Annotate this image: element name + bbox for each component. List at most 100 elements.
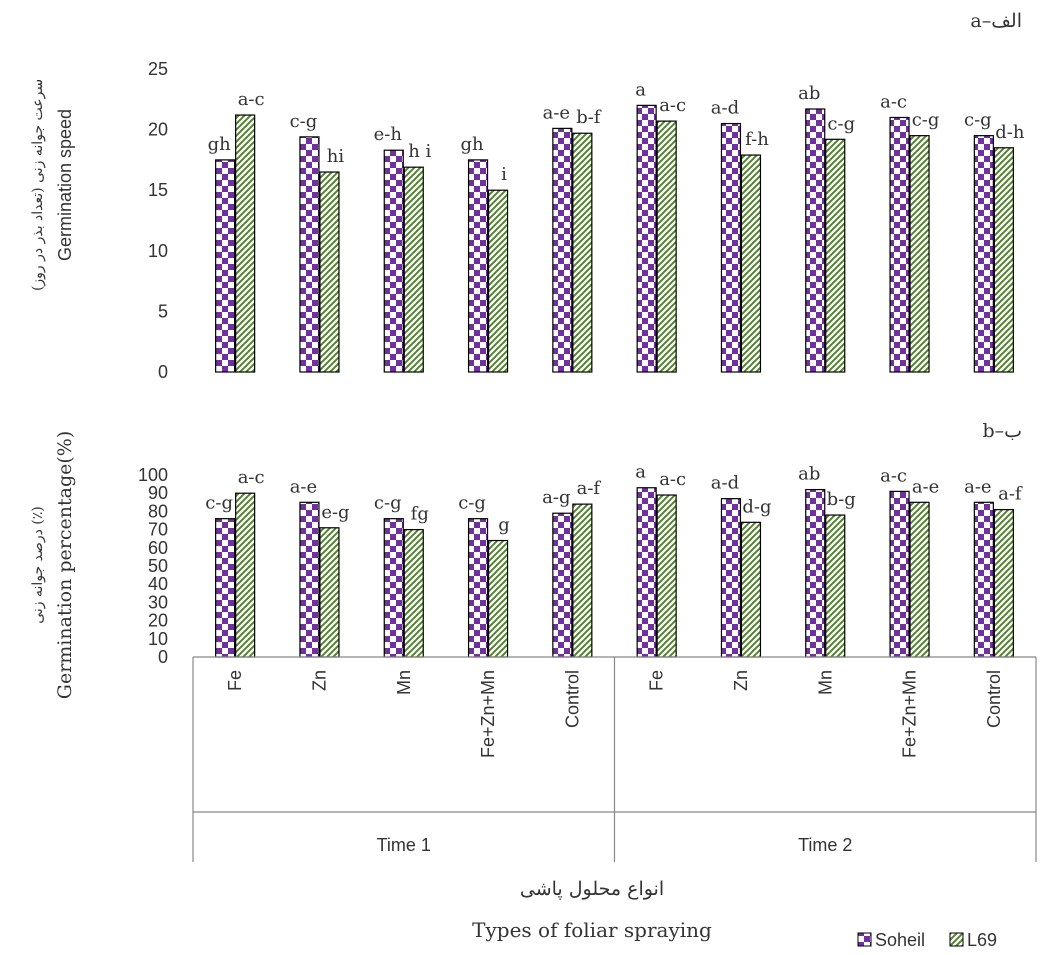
panel-b-ytick-label: 100 [138, 465, 168, 485]
panel-b-significance-letter: g [498, 515, 510, 536]
x-tick-label: Mn [394, 670, 414, 695]
panel-a-ytick-label: 15 [148, 180, 168, 200]
panel-a-significance-letter: f-h [745, 129, 769, 150]
panel-b-bar-l69 [656, 494, 677, 658]
panel-a-significance-letter: e-h [374, 124, 403, 145]
panel-b-bar-soheil [636, 487, 657, 658]
panel-b-ytick-label: 0 [158, 647, 168, 667]
panel-a-bar-l69 [235, 114, 256, 373]
panel-b-bar-l69 [993, 508, 1014, 658]
panel-a-bar-soheil [299, 136, 320, 373]
panel-a-bar-l69 [909, 135, 930, 373]
panel-b-significance-letter: c-g [205, 493, 233, 514]
panel-a-bar-l69 [825, 138, 846, 373]
panel-a-bar-soheil [973, 135, 994, 373]
panel-b-significance-letter: a-e [964, 476, 991, 497]
panel-b-ylabel-fa: درصد جوانه زنی (٪) [30, 506, 46, 624]
panel-a-significance-letter: c-g [827, 113, 855, 134]
panel-b-bar-l69 [487, 539, 509, 658]
panel-a-bar-soheil [383, 149, 404, 373]
x-group-label: Time 2 [798, 835, 852, 855]
x-tick-label: Mn [815, 670, 835, 695]
panel-a-bar-l69 [403, 166, 424, 373]
panel-a-significance-letter: c-g [964, 110, 992, 131]
panel-b-bar-soheil [889, 490, 910, 658]
panel-a-ytick-label: 25 [148, 59, 168, 79]
panel-b-significance-letter: a-f [577, 478, 602, 499]
panel-a-ytick-label: 5 [158, 301, 168, 321]
panel-a-ytick-label: 10 [148, 241, 168, 261]
panel-a-bar-soheil [215, 159, 236, 373]
panel-a-bar-soheil [467, 159, 489, 373]
panel-a-significance-letter: a-c [659, 95, 686, 116]
panel-b-bar-l69 [319, 527, 340, 658]
panel-b-significance-letter: c-g [374, 493, 402, 514]
legend-swatch-l69 [949, 932, 964, 947]
xlabel-fa: انواع محلول پاشی [520, 878, 664, 900]
panel-b-ylabel-en: Germination percentage(%) [54, 431, 76, 699]
panel-b-significance-letter: b-g [827, 489, 856, 510]
xlabel-en: Types of foliar spraying [472, 918, 712, 942]
panel-a-significance-letter: hi [327, 146, 345, 167]
panel-b-bar-soheil [467, 518, 489, 658]
panel-a-significance-letter: i [501, 164, 507, 185]
panel-b-bar-soheil [973, 501, 994, 658]
panel-a-ylabel-en: Germination speed [55, 109, 75, 261]
panel-b-significance-letter: d-g [742, 496, 771, 517]
x-tick-label: Zn [731, 670, 751, 691]
panel-b-bar-l69 [740, 521, 762, 658]
panel-a-significance-letter: gh [460, 134, 484, 155]
panel-a-bar-l69 [740, 154, 762, 373]
panel-a-bar-l69 [656, 120, 677, 373]
panel-a-significance-letter: h i [408, 141, 431, 162]
panel-b-significance-letter: a-e [912, 476, 939, 497]
panel-a-significance-letter: a-e [543, 102, 570, 123]
panel-b-ytick-label: 80 [148, 501, 168, 521]
panel-b-bar-soheil [299, 501, 320, 658]
panel-a-label: a–الف [970, 10, 1022, 32]
panel-b-bar-soheil [383, 518, 404, 658]
panel-b-significance-letter: ab [798, 464, 820, 485]
panel-b-significance-letter: a-e [290, 476, 317, 497]
panel-a-bar-l69 [572, 132, 593, 373]
panel-b-significance-letter: e-g [321, 502, 349, 523]
panel-b-bar-l69 [403, 528, 424, 658]
x-tick-label: Fe+Zn+Mn [900, 670, 920, 758]
panel-b-ytick-label: 20 [148, 611, 168, 631]
x-tick-label: Zn [309, 670, 329, 691]
x-axis: Fe Zn Mn Fe+Zn+Mn Control Fe Zn Mn Fe+Zn+Mn Contr… [192, 656, 1037, 862]
panel-b-significance-letter: a-c [659, 469, 686, 490]
panel-a-significance-letter: c-g [290, 111, 318, 132]
panel-b-bar-l69 [572, 503, 593, 658]
panel-b-bar-soheil [552, 512, 573, 658]
panel-b-bar-l69 [825, 514, 846, 658]
panel-a-significance-letter: gh [208, 134, 232, 155]
panel-a-bar-soheil [805, 108, 826, 373]
x-tick-label: Control [562, 670, 582, 728]
panel-b-label: b–ب [982, 420, 1022, 442]
panel-b-bar-soheil [805, 488, 826, 658]
panel-b-ytick-label: 90 [148, 483, 168, 503]
panel-b-significance-letter: a-c [880, 465, 907, 486]
panel-b-bar-l69 [909, 501, 930, 658]
panel-b-significance-letter: fg [411, 504, 429, 525]
legend: Soheil L69 [857, 930, 997, 950]
panel-a-bar-l69 [319, 171, 340, 373]
panel-a-bar-soheil [720, 122, 742, 373]
panel-b-significance-letter: a [635, 462, 646, 483]
panel-a-bar-soheil [552, 127, 573, 373]
panel-a-bar-soheil [889, 116, 910, 373]
panel-a-ytick-label: 20 [148, 120, 168, 140]
panel-a-bar-l69 [487, 189, 509, 373]
legend-swatch-soheil [857, 932, 872, 947]
panel-a-significance-letter: a-d [711, 98, 739, 119]
panel-a-significance-letter: d-h [995, 122, 1025, 143]
panel-b-ytick-label: 60 [148, 538, 168, 558]
panel-b-bar-soheil [720, 498, 742, 658]
x-tick-label: Control [984, 670, 1004, 728]
panel-b-bar-soheil [215, 518, 236, 658]
